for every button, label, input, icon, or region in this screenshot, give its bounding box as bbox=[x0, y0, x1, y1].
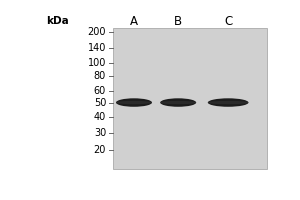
Text: A: A bbox=[130, 15, 138, 28]
Ellipse shape bbox=[160, 98, 196, 107]
Text: 60: 60 bbox=[94, 86, 106, 96]
Text: kDa: kDa bbox=[46, 16, 69, 26]
Bar bbox=[113, 28, 266, 169]
Text: 30: 30 bbox=[94, 128, 106, 138]
Text: 100: 100 bbox=[88, 58, 106, 68]
Text: 20: 20 bbox=[94, 145, 106, 155]
Ellipse shape bbox=[208, 101, 248, 104]
Text: 200: 200 bbox=[88, 27, 106, 37]
Text: B: B bbox=[174, 15, 182, 28]
Text: 40: 40 bbox=[94, 112, 106, 122]
Ellipse shape bbox=[208, 98, 248, 107]
Text: 80: 80 bbox=[94, 71, 106, 81]
Ellipse shape bbox=[116, 98, 152, 107]
Text: C: C bbox=[224, 15, 232, 28]
Ellipse shape bbox=[116, 101, 152, 104]
Ellipse shape bbox=[160, 101, 196, 104]
Text: 50: 50 bbox=[94, 98, 106, 108]
Text: 140: 140 bbox=[88, 43, 106, 53]
